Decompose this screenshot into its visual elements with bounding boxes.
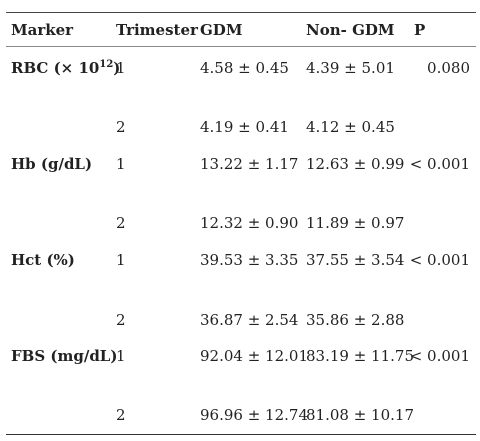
row-non-gdm-value: 4.12 ± 0.45 xyxy=(306,118,395,136)
row-marker-rbc: RBC (× 1012) xyxy=(11,59,121,77)
row-p-value: < 0.001 xyxy=(409,347,470,365)
row-trimester: 1 xyxy=(116,59,126,77)
row-gdm-value: 4.58 ± 0.45 xyxy=(200,59,289,77)
row-gdm-value: 39.53 ± 3.35 xyxy=(200,251,299,269)
row-non-gdm-value: 37.55 ± 3.54 xyxy=(306,251,405,269)
row-p-value: < 0.001 xyxy=(409,251,470,269)
row-trimester: 2 xyxy=(116,406,126,424)
row-p-value: < 0.001 xyxy=(409,155,470,173)
header-p: P xyxy=(414,21,426,39)
row-gdm-value: 12.32 ± 0.90 xyxy=(200,214,299,232)
row-gdm-value: 36.87 ± 2.54 xyxy=(200,311,299,329)
header-non-gdm: Non- GDM xyxy=(306,21,395,39)
row-trimester: 2 xyxy=(116,311,126,329)
row-marker-hb: Hb (g/dL) xyxy=(11,155,93,173)
row-p-value: 0.080 xyxy=(427,59,470,77)
row-non-gdm-value: 12.63 ± 0.99 xyxy=(306,155,405,173)
row-marker-fbs: FBS (mg/dL) xyxy=(11,347,118,365)
row-gdm-value: 4.19 ± 0.41 xyxy=(200,118,289,136)
row-non-gdm-value: 35.86 ± 2.88 xyxy=(306,311,405,329)
header-gdm: GDM xyxy=(200,21,243,39)
row-gdm-value: 92.04 ± 12.01 xyxy=(200,347,308,365)
row-trimester: 2 xyxy=(116,118,126,136)
row-gdm-value: 13.22 ± 1.17 xyxy=(200,155,299,173)
row-marker-hct: Hct (%) xyxy=(11,251,75,269)
header-marker: Marker xyxy=(11,21,74,39)
row-non-gdm-value: 83.19 ± 11.75 xyxy=(306,347,414,365)
row-non-gdm-value: 81.08 ± 10.17 xyxy=(306,406,414,424)
table-bottom-rule xyxy=(6,434,476,435)
row-gdm-value: 96.96 ± 12.74 xyxy=(200,406,308,424)
row-trimester: 1 xyxy=(116,251,126,269)
header-trimester: Trimester xyxy=(116,21,198,39)
table-top-rule xyxy=(6,12,476,13)
row-non-gdm-value: 4.39 ± 5.01 xyxy=(306,59,395,77)
row-trimester: 1 xyxy=(116,347,126,365)
row-non-gdm-value: 11.89 ± 0.97 xyxy=(306,214,405,232)
row-trimester: 2 xyxy=(116,214,126,232)
header-rule xyxy=(6,46,476,47)
row-trimester: 1 xyxy=(116,155,126,173)
